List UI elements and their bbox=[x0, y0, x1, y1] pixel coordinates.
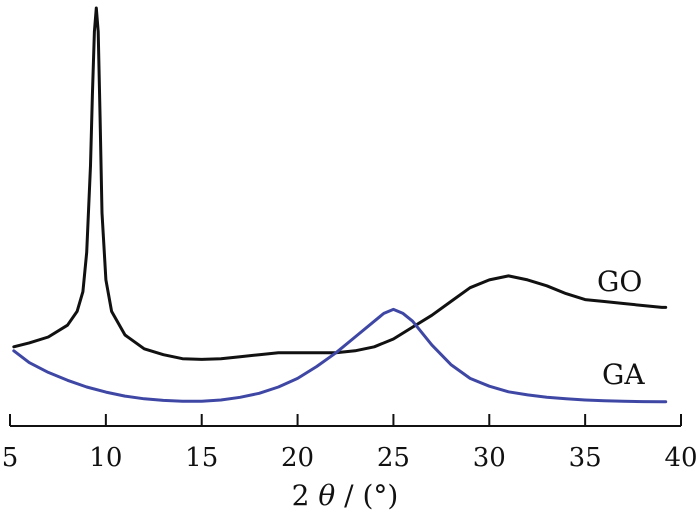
series-line-go bbox=[12, 6, 668, 361]
x-tick-label: 10 bbox=[89, 443, 122, 473]
x-tick-label: 35 bbox=[569, 443, 602, 473]
x-tick-label: 25 bbox=[377, 443, 410, 473]
x-tick-label: 30 bbox=[473, 443, 506, 473]
x-axis-title-suffix: / (°) bbox=[344, 479, 398, 512]
x-axis-title: 2 θ / (°) bbox=[292, 479, 399, 512]
series-label-go: GO bbox=[597, 265, 642, 298]
x-tick-label: 40 bbox=[664, 443, 697, 473]
x-ticks bbox=[9, 414, 682, 426]
x-tick-labels: 5 10 15 20 25 30 35 40 bbox=[2, 443, 698, 473]
series-line-ga bbox=[12, 307, 668, 404]
x-tick-label: 20 bbox=[281, 443, 314, 473]
x-axis-title-prefix: 2 bbox=[292, 479, 310, 512]
x-tick-label: 15 bbox=[185, 443, 218, 473]
x-axis-title-symbol: θ bbox=[318, 479, 335, 512]
x-tick-label: 5 bbox=[2, 443, 19, 473]
series-label-ga: GA bbox=[602, 358, 645, 391]
series-lines bbox=[12, 6, 668, 404]
